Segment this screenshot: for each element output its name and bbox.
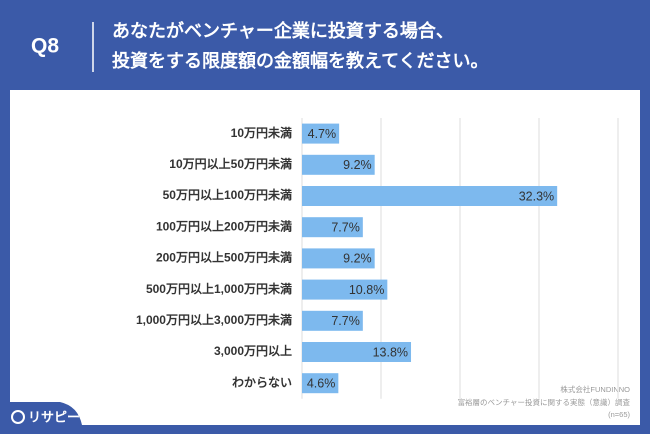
y-tick-label: 10万円未満 bbox=[231, 125, 292, 140]
y-tick-label: 200万円以上500万円未満 bbox=[156, 250, 292, 265]
value-label: 7.7% bbox=[331, 314, 360, 328]
bar bbox=[302, 217, 363, 238]
title-line: 投資をする限度額の金額幅を教えてください。 bbox=[112, 50, 489, 71]
value-label: 9.2% bbox=[343, 158, 372, 172]
source: 富裕層のベンチャー投資に関する実態（意識）調査 bbox=[458, 397, 631, 407]
bar bbox=[302, 373, 339, 394]
bar bbox=[302, 123, 340, 144]
value-label: 32.3% bbox=[519, 189, 554, 203]
logo-icon bbox=[11, 410, 25, 424]
y-tick-label: 500万円以上1,000万円未満 bbox=[146, 281, 292, 296]
bar bbox=[302, 342, 412, 362]
value-label: 7.7% bbox=[331, 220, 360, 234]
question-number: Q8 bbox=[31, 35, 59, 58]
logo: リサピー bbox=[28, 409, 80, 424]
y-tick-label: 1,000万円以上3,000万円未満 bbox=[136, 312, 292, 327]
bar bbox=[302, 279, 388, 300]
bar bbox=[302, 186, 558, 206]
y-tick-label: 3,000万円以上 bbox=[214, 343, 292, 358]
value-label: 4.7% bbox=[308, 127, 337, 141]
y-tick-label: 100万円以上200万円未満 bbox=[156, 218, 292, 233]
title-line: あなたがベンチャー企業に投資する場合、 bbox=[112, 20, 454, 41]
bar bbox=[302, 248, 375, 269]
value-label: 13.8% bbox=[373, 345, 408, 359]
bar bbox=[302, 154, 375, 175]
y-tick-label: 10万円以上50万円未満 bbox=[169, 156, 292, 171]
source: 株式会社FUNDINNO bbox=[560, 384, 630, 394]
y-tick-label: わからない bbox=[232, 375, 292, 389]
value-label: 10.8% bbox=[349, 283, 384, 297]
source: (n=65) bbox=[608, 410, 630, 419]
bar bbox=[302, 310, 363, 331]
y-tick-label: 50万円以上100万円未満 bbox=[163, 187, 292, 202]
value-label: 4.6% bbox=[307, 376, 336, 390]
value-label: 9.2% bbox=[343, 252, 372, 266]
